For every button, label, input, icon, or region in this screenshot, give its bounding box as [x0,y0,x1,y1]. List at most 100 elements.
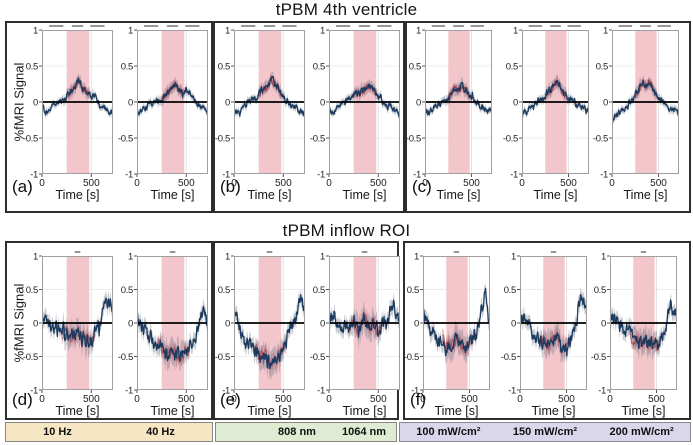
panel-label-d: (d) [12,390,33,409]
panel-label-b: (b) [220,177,241,196]
y-tick-label: 0 [320,318,325,329]
top-row-title: tPBM 4th ventricle [275,0,418,19]
legend-frequency-group: 10 Hz 40 Hz [5,422,213,442]
y-tick-label: -1 [598,385,606,396]
y-tick-label: -1 [413,169,421,180]
y-tick-label: 0 [320,97,325,108]
y-tick-label: 0.5 [26,285,38,296]
y-tick-label: 0.5 [218,61,230,72]
y-tick-label: -0.5 [118,133,133,144]
y-tick-label: 0 [511,318,516,329]
y-tick-label: 0 [414,318,419,329]
axes-box [522,30,589,174]
legend-label-200mw: 200 mW/cm² [609,426,674,438]
y-tick-label: -1 [222,385,230,396]
y-tick-label: -1 [30,169,38,180]
panel-box-d: (d) %fMRI Signal 0 500 1 0.5 0 -0.5 -1 Time [s] 0 5… [5,241,213,420]
subplot-c-3: 0 500 1 0.5 0 -0.5 -1 Time [s] [593,25,679,202]
y-tick-label: 1 [511,251,516,262]
x-tick-label: 0 [39,178,45,189]
x-tick-label: 0 [517,394,523,405]
x-tick-label: 0 [326,394,332,405]
y-tick-label: -0.5 [23,352,38,363]
x-tick-label: 0 [609,178,615,189]
fmri-trace [137,305,208,363]
legend-wavelength-group: 808 nm 1064 nm [215,422,397,442]
y-tick-label: 0.5 [26,61,38,72]
x-tick-label: 500 [370,178,387,189]
y-tick-label: 0.5 [506,61,518,72]
x-tick-label: 500 [178,178,195,189]
y-tick-label: -1 [222,169,230,180]
y-tick-label: 1 [603,25,608,36]
y-tick-label: 1 [128,25,133,36]
fmri-trace [234,294,305,370]
x-tick-label: 0 [422,178,428,189]
y-axis-title: %fMRI Signal [11,283,27,363]
fmri-trace [423,287,490,357]
subplot-b-2: 0 500 1 0.5 0 -0.5 -1 Time [s] [310,25,400,202]
bottom-row-title: tPBM inflow ROI [282,221,411,240]
y-tick-label: 0.5 [218,285,230,296]
x-tick-label: 500 [83,178,100,189]
y-tick-label: 1 [128,251,133,262]
y-tick-label: 0.5 [407,285,419,296]
panel-box-c: (c) 0 500 1 0.5 0 -0.5 -1 Time [s] 0 500 1 0.5 0 -0.5-… [405,21,691,213]
x-tick-label: 0 [326,178,332,189]
y-tick-label: 1 [320,25,325,36]
y-tick-label: -1 [600,169,608,180]
x-axis-title: Time [s] [435,404,479,418]
y-tick-label: -1 [317,385,325,396]
fmri-trace [520,294,587,357]
subplot-c-2: 0 500 1 0.5 0 -0.5 -1 Time [s] [503,25,589,202]
x-tick-label: 500 [178,394,195,405]
y-tick-label: 1 [225,251,230,262]
stim-error-band [161,79,185,103]
y-tick-label: 0 [601,318,606,329]
y-tick-label: 0.5 [504,285,516,296]
x-axis-title: Time [s] [624,188,668,202]
y-tick-label: 0 [33,97,38,108]
x-axis-title: Time [s] [56,404,100,418]
y-tick-label: 0.5 [313,285,325,296]
y-tick-label: 0.5 [313,61,325,72]
fmri-trace [137,81,208,116]
axes-box [329,30,400,174]
y-tick-label: -0.5 [118,352,133,363]
panel-label-f: (f) [410,390,427,409]
x-tick-label: 0 [134,178,140,189]
y-tick-label: 0.5 [121,285,133,296]
fmri-trace [42,77,113,116]
subplot-c-1: 0 500 1 0.5 0 -0.5 -1 Time [s] [406,25,492,202]
subplot-f-3: 0 500 1 0.5 0 -0.5 -1 Time [s] [591,251,677,418]
legend-label-100mw: 100 mW/cm² [416,426,481,438]
legend-label-40hz: 40 Hz [146,426,175,438]
axes-box [234,30,305,174]
y-tick-label: 1 [414,251,419,262]
x-axis-title: Time [s] [343,188,387,202]
x-tick-label: 500 [83,394,100,405]
fmri-trace [329,299,400,338]
subplot-f-1: 0 500 1 0.5 0 -0.5 -1 Time [s] [404,251,490,418]
y-tick-label: -1 [510,169,518,180]
subplot-d-2: 0 500 1 0.5 0 -0.5 -1 Time [s] [118,251,208,418]
axes-box [425,30,492,174]
panel-box-e: (e) 0 500 1 0.5 0 -0.5 -1 Time [s] 0 500 1 0.5 0 -0.5-… [213,241,400,420]
y-tick-label: -0.5 [501,352,516,363]
panel-box-b: (b) 0 500 1 0.5 0 -0.5 -1 Time [s] 0 500 1 0.5 0 -0.5-… [213,21,405,213]
x-axis-title: Time [s] [532,404,576,418]
x-tick-label: 0 [231,394,237,405]
y-axis-title: %fMRI Signal [11,62,27,142]
x-axis-title: Time [s] [622,404,666,418]
x-tick-label: 500 [648,394,665,405]
legend-label-150mw: 150 mW/cm² [512,426,578,438]
axes-box [612,30,679,174]
x-tick-label: 0 [607,394,613,405]
y-tick-label: -1 [508,385,516,396]
y-tick-label: 1 [225,25,230,36]
x-tick-label: 500 [370,394,387,405]
x-axis-title: Time [s] [437,188,481,202]
y-tick-label: 1 [33,251,38,262]
y-tick-label: -0.5 [404,352,419,363]
legend-label-1064nm: 1064 nm [341,426,386,438]
